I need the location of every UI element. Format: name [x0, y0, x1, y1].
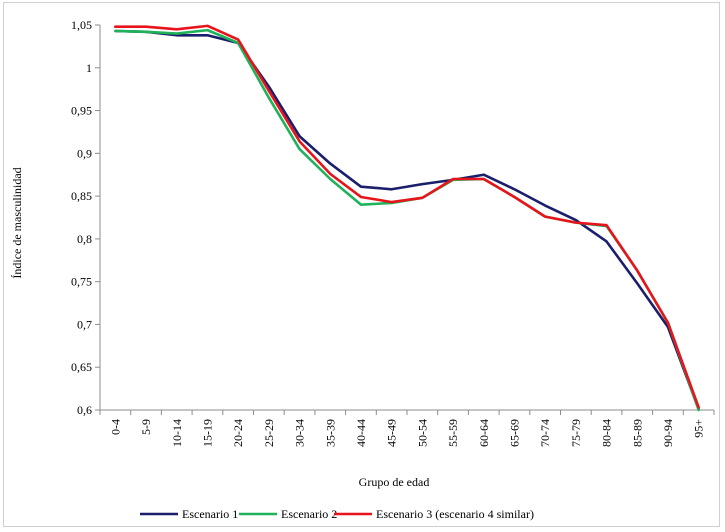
- x-axis-ticks: 0-4 5-9 10-14 15-19 20-24 25-29 30-34 35-39 40-4…: [99, 410, 715, 447]
- y-tick-label: 0,65: [71, 360, 92, 374]
- x-tick-label: 90-94: [661, 419, 675, 447]
- x-tick-label: 80-84: [600, 419, 614, 447]
- x-tick-label: 70-74: [538, 419, 552, 447]
- y-tick-label: 0,75: [71, 275, 92, 289]
- x-tick-label: 0-4: [108, 419, 122, 435]
- x-tick-label: 55-59: [446, 419, 460, 447]
- y-axis-ticks: 0,6 0,65 0,7 0,75 0,8 0,85 0,9 0,95 1 1,05: [71, 18, 100, 417]
- y-tick-label: 0,85: [71, 189, 92, 203]
- x-tick-label: 95+: [692, 419, 706, 438]
- y-tick-label: 0,8: [77, 232, 92, 246]
- series-line: [114, 29, 700, 411]
- x-tick-label: 35-39: [323, 419, 337, 447]
- legend-label: Escenario 3 (escenario 4 similar): [376, 507, 534, 521]
- y-tick-label: 0,95: [71, 104, 92, 118]
- y-tick-label: 1,05: [71, 18, 92, 32]
- y-tick-label: 0,7: [77, 317, 92, 331]
- x-tick-label: 20-24: [231, 419, 245, 447]
- axes: [99, 25, 714, 411]
- x-tick-label: 75-79: [569, 419, 583, 447]
- x-tick-label: 10-14: [170, 419, 184, 447]
- y-tick-label: 1: [86, 61, 92, 75]
- series-lines: [114, 24, 700, 412]
- legend: Escenario 1 Escenario 2 Escenario 3 (escen…: [140, 507, 534, 521]
- series-line: [114, 24, 700, 409]
- x-tick-label: 50-54: [415, 419, 429, 447]
- legend-label: Escenario 2: [281, 507, 337, 521]
- x-tick-label: 5-9: [139, 419, 153, 435]
- x-tick-label: 30-34: [293, 419, 307, 447]
- y-axis-title: Índice de masculinidad: [10, 167, 24, 278]
- series-line: [114, 28, 700, 412]
- x-tick-label: 85-89: [630, 419, 644, 447]
- y-tick-label: 0,9: [77, 146, 92, 160]
- x-axis-title: Grupo de edad: [359, 475, 430, 489]
- x-tick-label: 15-19: [200, 419, 214, 447]
- x-tick-label: 60-64: [477, 419, 491, 447]
- legend-label: Escenario 1: [182, 507, 238, 521]
- x-tick-label: 25-29: [262, 419, 276, 447]
- x-tick-label: 65-69: [507, 419, 521, 447]
- x-tick-label: 45-49: [385, 419, 399, 447]
- y-tick-label: 0,6: [77, 403, 92, 417]
- chart-frame: [3, 2, 720, 527]
- x-tick-label: 40-44: [354, 419, 368, 447]
